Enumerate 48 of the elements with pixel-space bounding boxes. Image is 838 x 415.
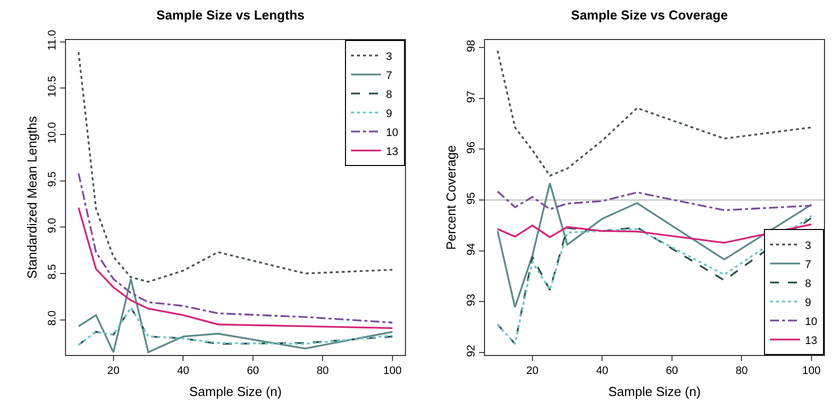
x-axis-title: Sample Size (n) [189,384,282,399]
legend-label: 10 [386,126,398,139]
line-series [78,172,394,324]
line-series [496,190,812,212]
x-tick-label: 100 [383,365,402,378]
y-tick-label: 9.0 [46,218,59,234]
x-tick-label: 100 [802,365,821,378]
y-axis-title: Standardized Mean Lengths [24,116,40,279]
y-tick-label: 98 [466,40,478,52]
y-tick-label: 94 [466,243,478,256]
y-tick-label: 11.0 [46,30,59,50]
legend-label: 10 [805,316,818,328]
legend-label: 9 [386,108,392,120]
y-tick-label: 96 [466,141,478,154]
legend-label: 3 [805,240,812,252]
chart-title: Sample Size vs Lengths [156,7,305,22]
legend-label: 7 [386,70,392,82]
y-tick-label: 10.0 [46,122,59,144]
legend-label: 9 [805,296,812,309]
legend-label: 7 [805,258,812,271]
legend-label: 13 [386,146,398,158]
legend-label: 3 [386,50,392,63]
y-tick-label: 92 [466,344,478,357]
y-tick-label: 97 [466,90,478,103]
y-tick-label: 10.5 [46,76,59,98]
x-tick-label: 60 [666,365,678,378]
y-tick-label: 9.5 [46,172,59,187]
x-tick-label: 40 [177,365,190,378]
line-series [78,206,394,330]
line-series [496,50,812,177]
line-series [496,182,812,308]
x-tick-label: 40 [596,365,608,378]
x-tick-label: 60 [246,365,260,378]
y-tick-label: 95 [466,192,478,205]
y-tick-label: 8.0 [46,310,59,326]
legend-label: 13 [805,334,818,347]
y-tick-label: 8.5 [46,264,59,280]
x-axis-title: Sample Size (n) [608,384,701,399]
legend-label: 8 [386,88,392,101]
legend-label: 8 [805,278,812,290]
x-tick-label: 20 [526,365,539,378]
chart-title: Sample Size vs Coverage [571,7,728,22]
x-tick-label: 80 [316,365,329,378]
y-axis-title: Percent Coverage [444,145,459,250]
y-tick-label: 93 [466,294,478,306]
x-tick-label: 20 [107,365,120,378]
x-tick-label: 80 [736,365,748,378]
line-series [78,278,394,354]
